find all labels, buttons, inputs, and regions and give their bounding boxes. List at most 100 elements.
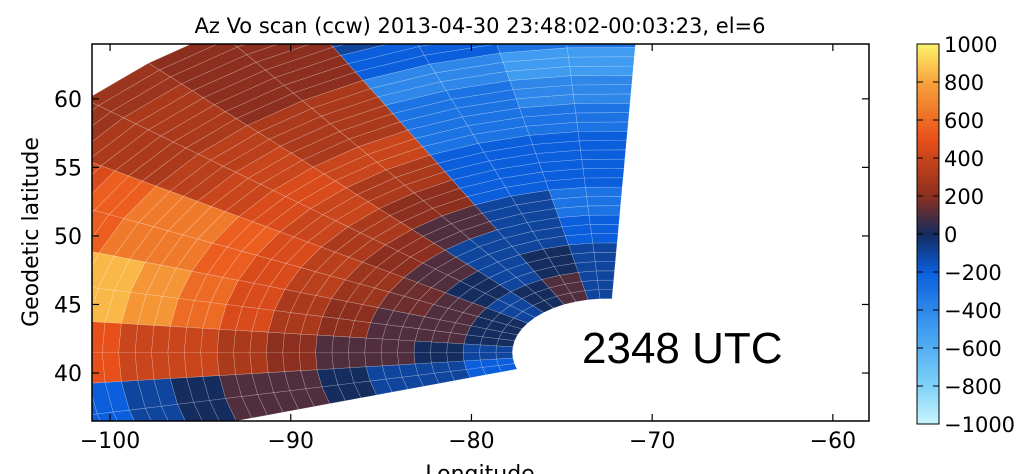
velocity-cell [151, 325, 171, 353]
velocity-cell [282, 352, 302, 373]
colorbar-tick-label: 800 [944, 71, 984, 95]
velocity-cell [176, 402, 203, 421]
velocity-cell [576, 121, 629, 132]
velocity-cell [0, 389, 1, 427]
velocity-cell [569, 65, 634, 77]
velocity-cell [593, 251, 617, 262]
velocity-cell [92, 165, 116, 195]
velocity-cell [200, 327, 220, 353]
velocity-cell [595, 270, 615, 281]
velocity-cell [17, 422, 49, 459]
velocity-cell [479, 336, 499, 347]
velocity-cell [92, 162, 102, 176]
y-axis: 40 45 50 55 60 [54, 88, 869, 387]
velocity-cell [151, 352, 171, 380]
velocity-cell [446, 342, 465, 353]
colorbar-tick-label: 1000 [944, 33, 997, 57]
velocity-cell [582, 168, 625, 179]
velocity-cell [92, 62, 160, 106]
velocity-cell [364, 337, 383, 353]
velocity-cell [200, 352, 220, 377]
velocity-cell [462, 343, 481, 353]
velocity-cell [583, 177, 624, 188]
plot-area: −100 −90 −80 −70 −60 40 45 50 55 60 [0, 0, 870, 467]
velocity-cell [0, 276, 18, 316]
velocity-cell [447, 332, 467, 345]
x-tick-label: −80 [448, 429, 494, 454]
velocity-cell [53, 320, 72, 353]
velocity-cell [92, 123, 149, 167]
velocity-cell [92, 111, 124, 142]
velocity-cell [463, 334, 483, 346]
velocity-cell [92, 170, 130, 211]
y-tick-label: 40 [54, 362, 82, 387]
velocity-cell [33, 420, 65, 456]
velocity-cell [1, 424, 33, 462]
velocity-cell [581, 158, 626, 170]
velocity-cell [597, 279, 615, 290]
velocity-cell [233, 352, 253, 375]
velocity-cell [347, 336, 367, 353]
velocity-cell [397, 352, 416, 366]
velocity-cell [577, 130, 628, 142]
colorbar-tick-label: 400 [944, 147, 984, 171]
x-tick-label: −60 [810, 429, 856, 454]
x-axis-label: Longitude [425, 462, 534, 474]
velocity-cell [566, 44, 636, 49]
velocity-cell [265, 352, 285, 374]
velocity-cell [560, 0, 640, 1]
velocity-cell [561, 1, 639, 11]
velocity-cell [585, 186, 623, 197]
x-axis: −100 −90 −80 −70 −60 [80, 44, 856, 454]
velocity-cell [387, 0, 477, 2]
velocity-cell [160, 403, 186, 421]
velocity-cell [101, 322, 122, 353]
velocity-cell [112, 409, 135, 421]
velocity-cell [589, 223, 620, 235]
velocity-cell [0, 426, 18, 464]
velocity-cell [380, 352, 399, 367]
velocity-cell [479, 344, 497, 353]
colorbar-tick-label: −600 [944, 337, 1002, 361]
time-annotation: 2348 UTC [582, 324, 783, 373]
velocity-cell [364, 352, 383, 368]
velocity-cell [568, 56, 635, 67]
velocity-cell [265, 331, 285, 353]
velocity-cell [0, 428, 2, 467]
velocity-cell [592, 242, 618, 253]
y-tick-label: 50 [54, 225, 82, 250]
y-tick-label: 60 [54, 88, 82, 113]
velocity-cell [413, 340, 432, 353]
velocity-cell [298, 333, 318, 353]
x-tick-label: −70 [629, 429, 675, 454]
colorbar-tick-label: −1000 [944, 413, 1015, 437]
velocity-cell [7, 387, 33, 423]
velocity-cell [580, 149, 627, 160]
velocity-cell [216, 352, 236, 376]
velocity-cell [594, 261, 616, 272]
velocity-cell [134, 352, 155, 381]
velocity-cell [0, 388, 17, 425]
velocity-cell [446, 352, 465, 363]
velocity-cell [587, 205, 621, 216]
velocity-cell [496, 44, 568, 54]
velocity-cell [495, 345, 514, 353]
velocity-cell [588, 214, 621, 225]
velocity-cell [92, 251, 100, 268]
velocity-cell [249, 352, 269, 375]
velocity-cell [92, 105, 112, 127]
velocity-cell [92, 102, 99, 111]
velocity-cell [233, 329, 253, 353]
x-tick-label: −90 [268, 429, 314, 454]
y-axis-label: Geodetic latitude [19, 137, 44, 327]
velocity-cell [49, 418, 80, 453]
velocity-cell [209, 398, 237, 421]
velocity-cell [183, 352, 204, 378]
colorbar-tick-label: 0 [944, 223, 957, 247]
velocity-cell [249, 330, 269, 353]
velocity-cell [296, 0, 387, 14]
velocity-cell [380, 338, 399, 353]
velocity-cell [566, 47, 636, 58]
velocity-cell [4, 353, 24, 389]
